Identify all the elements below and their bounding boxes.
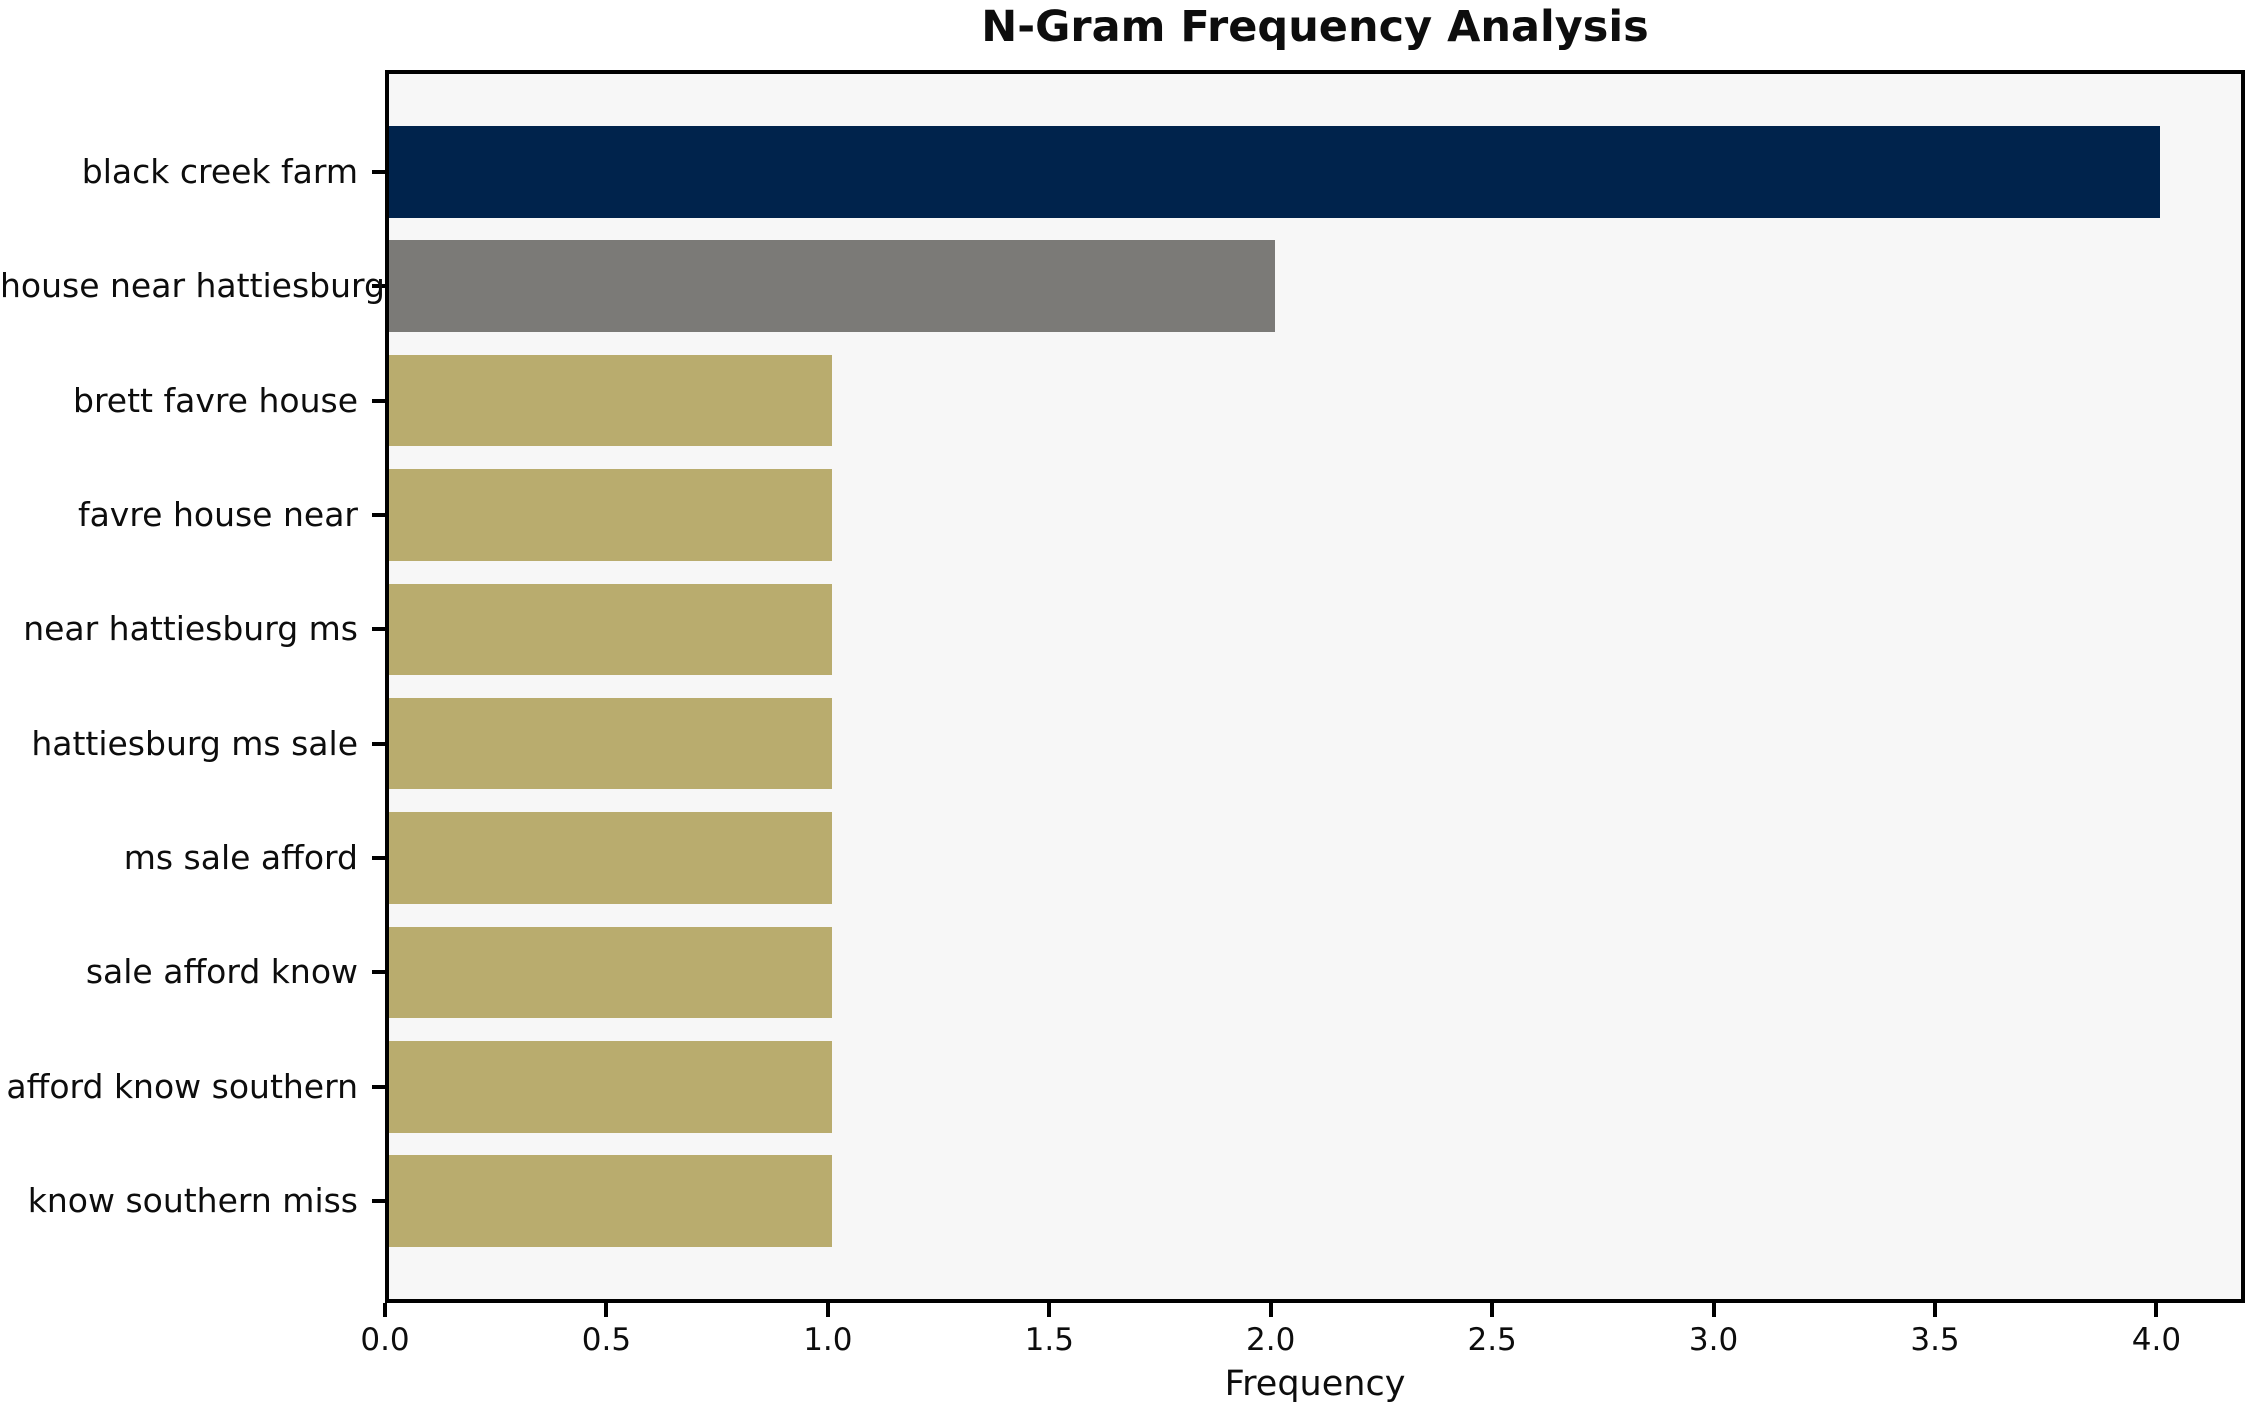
x-tick-label-3.5: 3.5 — [1910, 1322, 1960, 1358]
x-tick-2.5 — [1490, 1303, 1495, 1317]
bar-brett-favre-house — [389, 354, 832, 447]
x-tick-label-1.0: 1.0 — [803, 1322, 853, 1358]
y-tick-sale-afford-know — [372, 970, 385, 975]
y-tick-label-brett-favre-house: brett favre house — [73, 380, 358, 420]
x-tick-0.0 — [383, 1303, 387, 1317]
y-tick-ms-sale-afford — [372, 856, 385, 861]
bar-know-southern-miss — [389, 1155, 832, 1247]
y-tick-know-southern-miss — [372, 1199, 385, 1204]
bar-black-creek-farm — [389, 126, 2161, 218]
y-tick-afford-know-southern — [372, 1084, 385, 1089]
x-axis-label: Frequency — [1224, 1364, 1406, 1404]
y-tick-label-favre-house-near: favre house near — [77, 494, 358, 534]
y-tick-label-know-southern-miss: know southern miss — [27, 1181, 358, 1221]
y-tick-hattiesburg-ms-sale — [372, 741, 385, 746]
bar-hattiesburg-ms-sale — [389, 697, 832, 790]
x-tick-label-2.5: 2.5 — [1467, 1322, 1517, 1358]
x-tick-label-0.5: 0.5 — [581, 1322, 632, 1358]
x-tick-2.0 — [1268, 1303, 1273, 1317]
bar-afford-know-southern — [389, 1041, 832, 1133]
x-tick-4.0 — [2154, 1303, 2159, 1317]
bar-sale-afford-know — [389, 926, 832, 1019]
plot-area — [385, 70, 2245, 1303]
chart-title: N-Gram Frequency Analysis — [981, 2, 1649, 52]
x-tick-3.0 — [1711, 1303, 1716, 1317]
x-tick-label-2.0: 2.0 — [1246, 1322, 1296, 1358]
x-tick-label-0.0: 0.0 — [360, 1322, 410, 1358]
x-tick-label-3.0: 3.0 — [1688, 1322, 1739, 1358]
y-tick-label-afford-know-southern: afford know southern — [6, 1066, 358, 1106]
x-tick-label-4.0: 4.0 — [2131, 1322, 2182, 1358]
y-tick-label-near-hattiesburg-ms: near hattiesburg ms — [23, 609, 358, 649]
y-tick-black-creek-farm — [372, 169, 385, 174]
y-tick-house-near-hattiesburg — [372, 284, 385, 289]
y-tick-favre-house-near — [372, 512, 385, 517]
y-tick-label-sale-afford-know: sale afford know — [85, 952, 358, 992]
bar-ms-sale-afford — [389, 812, 832, 904]
x-tick-3.5 — [1933, 1303, 1937, 1317]
y-tick-label-hattiesburg-ms-sale: hattiesburg ms sale — [31, 723, 358, 763]
y-tick-label-black-creek-farm: black creek farm — [81, 151, 358, 191]
y-tick-label-ms-sale-afford: ms sale afford — [123, 838, 358, 878]
x-tick-0.5 — [604, 1303, 609, 1317]
y-tick-label-house-near-hattiesburg: house near hattiesburg — [0, 266, 385, 306]
y-tick-near-hattiesburg-ms — [372, 627, 385, 632]
x-tick-1.0 — [825, 1303, 830, 1317]
x-tick-label-1.5: 1.5 — [1024, 1322, 1074, 1358]
bar-near-hattiesburg-ms — [389, 583, 832, 676]
bar-house-near-hattiesburg — [389, 240, 1275, 332]
bar-favre-house-near — [389, 469, 832, 561]
y-tick-brett-favre-house — [372, 398, 385, 403]
x-tick-1.5 — [1047, 1303, 1052, 1317]
